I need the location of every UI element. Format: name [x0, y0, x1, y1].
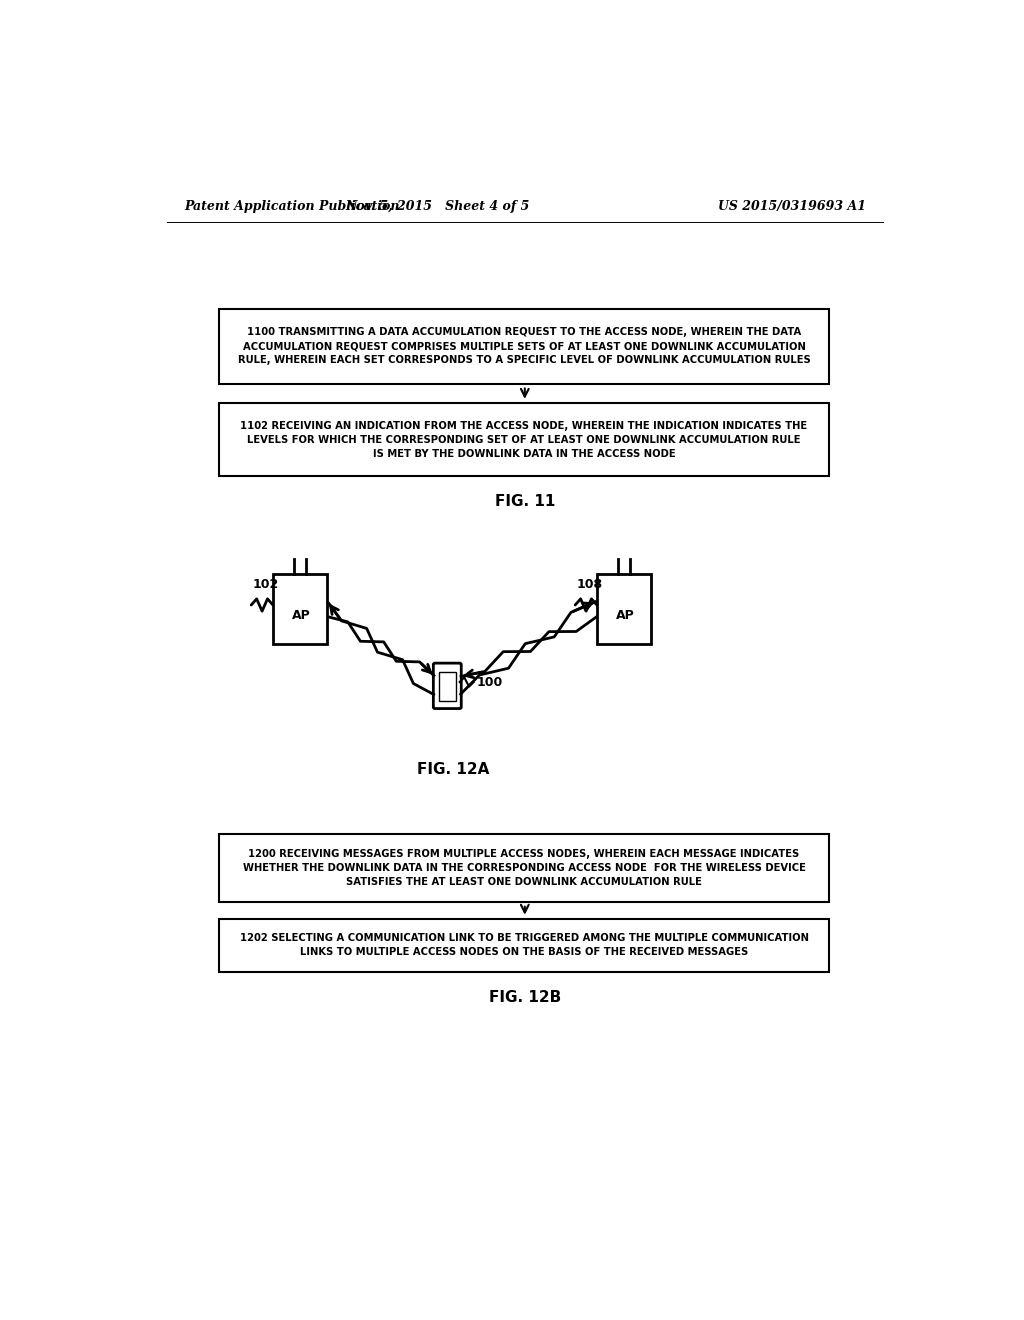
Text: FIG. 12B: FIG. 12B [488, 990, 561, 1006]
FancyBboxPatch shape [433, 663, 461, 709]
Text: 1102 RECEIVING AN INDICATION FROM THE ACCESS NODE, WHEREIN THE INDICATION INDICA: 1102 RECEIVING AN INDICATION FROM THE AC… [241, 421, 808, 459]
Text: 102: 102 [253, 578, 279, 591]
Text: Nov. 5, 2015   Sheet 4 of 5: Nov. 5, 2015 Sheet 4 of 5 [346, 199, 530, 213]
Bar [597, 574, 651, 644]
Text: FIG. 11: FIG. 11 [495, 494, 555, 508]
Bar [219, 919, 828, 972]
Text: 108: 108 [577, 578, 603, 591]
Text: 1202 SELECTING A COMMUNICATION LINK TO BE TRIGGERED AMONG THE MULTIPLE COMMUNICA: 1202 SELECTING A COMMUNICATION LINK TO B… [240, 933, 809, 957]
Text: FIG. 12A: FIG. 12A [418, 762, 489, 776]
Text: 1100 TRANSMITTING A DATA ACCUMULATION REQUEST TO THE ACCESS NODE, WHEREIN THE DA: 1100 TRANSMITTING A DATA ACCUMULATION RE… [238, 327, 810, 366]
Bar [219, 309, 828, 384]
Text: AP: AP [292, 609, 311, 622]
Text: 100: 100 [477, 676, 503, 689]
Text: US 2015/0319693 A1: US 2015/0319693 A1 [718, 199, 866, 213]
Text: Patent Application Publication: Patent Application Publication [183, 199, 399, 213]
Bar [273, 574, 328, 644]
Text: AP: AP [616, 609, 635, 622]
Bar [438, 672, 456, 701]
Text: 1200 RECEIVING MESSAGES FROM MULTIPLE ACCESS NODES, WHEREIN EACH MESSAGE INDICAT: 1200 RECEIVING MESSAGES FROM MULTIPLE AC… [243, 849, 806, 887]
Bar [219, 834, 828, 903]
Bar [219, 404, 828, 477]
